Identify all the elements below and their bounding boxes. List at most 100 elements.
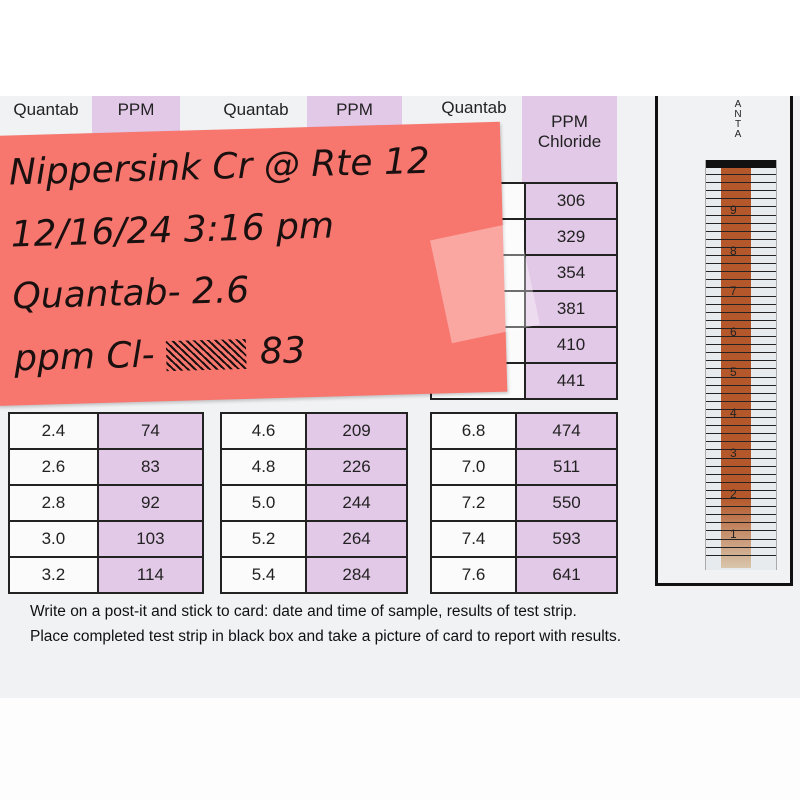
strip-tick [706, 506, 776, 508]
strip-tick [706, 441, 776, 443]
strip-scale-label: 4 [730, 405, 737, 420]
table3-header-quantab: Quantab [441, 98, 507, 117]
strip-scale-label: 5 [730, 365, 737, 379]
strip-tick [706, 546, 776, 548]
table-row: 7.0 511 [429, 448, 618, 486]
table-row: 3.2 114 [8, 556, 205, 594]
ppm-cell: 474 [515, 412, 618, 450]
strip-tick [706, 368, 776, 370]
strip-tick [706, 352, 776, 354]
table-row: 7.4 593 [429, 520, 618, 558]
table-row: 2.8 92 [8, 484, 205, 522]
ppm-cell: 410 [524, 326, 618, 364]
strip-tick [706, 311, 776, 313]
post-it-note: Nippersink Cr @ Rte 12 12/16/24 3:16 pm … [0, 121, 508, 406]
ppm-cell: 354 [524, 254, 618, 292]
chloride-label: Chloride [537, 132, 602, 151]
strip-tick [706, 230, 776, 232]
strip-tick [706, 433, 776, 435]
strip-scale-label: 3 [730, 446, 737, 460]
quantab-cell: 5.2 [219, 520, 308, 558]
strip-tick [706, 214, 776, 216]
background [0, 698, 800, 800]
date-time-text: 12/16/24 3:16 pm [10, 205, 335, 256]
strip-scale-label: 7 [730, 284, 737, 298]
location-text: Nippersink Cr @ Rte 12 [8, 140, 431, 194]
table2-header-quantab: Quantab [223, 100, 289, 119]
strip-tick [706, 384, 776, 386]
ppm-cell: 226 [305, 448, 408, 486]
strip-color-fade [721, 498, 751, 568]
ppm-cell: 83 [96, 448, 205, 486]
ppm-cell: 74 [96, 412, 205, 450]
table-row: 7.6 641 [429, 556, 618, 594]
table-row: 4.6 209 [219, 412, 408, 450]
strip-tick [706, 489, 776, 491]
table-row: 2.4 74 [8, 412, 205, 450]
quantab-cell: 5.0 [219, 484, 308, 522]
ppm-cell: 114 [96, 556, 205, 594]
ppm-cell: 284 [305, 556, 408, 594]
quantab-reading-text: Quantab- 2.6 [11, 269, 250, 318]
table1: 2.4 74 2.6 83 2.8 92 3.0 103 3.2 114 [8, 412, 205, 594]
quantab-test-strip: 9 8 7 6 5 4 3 2 1 [705, 160, 777, 570]
strip-scale-label: 1 [730, 527, 737, 541]
strip-tick [706, 554, 776, 556]
strip-tick [706, 336, 776, 337]
strip-tick [706, 287, 776, 289]
ppm-cell: 441 [524, 362, 618, 400]
strip-tick [706, 481, 776, 483]
ppm-cell: 103 [96, 520, 205, 558]
strip-scale-label: 8 [730, 243, 737, 258]
strip-scale-label: 6 [730, 324, 737, 339]
ppm-value: 83 [259, 330, 307, 373]
quantab-cell: 3.2 [8, 556, 99, 594]
table-row: 6.8 474 [429, 412, 618, 450]
strip-scale-label: 2 [730, 486, 737, 501]
strip-tick [706, 263, 776, 265]
table-row: 5.4 284 [219, 556, 408, 594]
strip-tick [706, 279, 776, 281]
strip-tick [706, 222, 776, 224]
strip-tick [706, 327, 776, 329]
quantab-cell: 6.8 [429, 412, 518, 450]
instruction-line-1: Write on a post-it and stick to card: da… [30, 603, 577, 620]
quantab-cell: 7.6 [429, 556, 518, 594]
strip-tick [706, 182, 776, 184]
strip-scale-label: 9 [730, 203, 737, 217]
strip-tick [706, 319, 776, 321]
strip-tick [706, 457, 776, 459]
crossed-out-scribble [165, 338, 247, 372]
ppm-cell: 329 [524, 218, 618, 256]
quantab-cell: 7.2 [429, 484, 518, 522]
strip-tick [706, 198, 776, 200]
ppm-cell: 511 [515, 448, 618, 486]
table-row: 3.0 103 [8, 520, 205, 558]
strip-tick [706, 376, 776, 378]
ppm-cell: 593 [515, 520, 618, 558]
strip-tick [706, 303, 776, 305]
quantab-cell: 4.8 [219, 448, 308, 486]
strip-tick [706, 344, 776, 346]
strip-cap [706, 160, 776, 168]
strip-tick [706, 360, 776, 362]
strip-tick [706, 246, 776, 248]
table3: 6.8 474 7.0 511 7.2 550 7.4 593 7.6 641 [429, 412, 618, 594]
quantab-cell: 3.0 [8, 520, 99, 558]
strip-tick [706, 408, 776, 410]
strip-tick [706, 206, 776, 208]
table-row: 5.2 264 [219, 520, 408, 558]
ppm-cell: 92 [96, 484, 205, 522]
strip-tick [706, 465, 776, 467]
table2: 4.6 209 4.8 226 5.0 244 5.2 264 5.4 284 [219, 412, 408, 594]
instruction-line-2: Place completed test strip in black box … [30, 628, 622, 645]
ppm-label: ppm Cl- [13, 334, 156, 380]
ppm-cell: 306 [524, 182, 618, 220]
strip-tick [706, 271, 776, 273]
test-strip-box [655, 96, 793, 586]
table1-header-quantab: Quantab [13, 100, 79, 119]
strip-tick [706, 400, 776, 402]
quantab-cell: 7.0 [429, 448, 518, 486]
quantab-cell: 7.4 [429, 520, 518, 558]
